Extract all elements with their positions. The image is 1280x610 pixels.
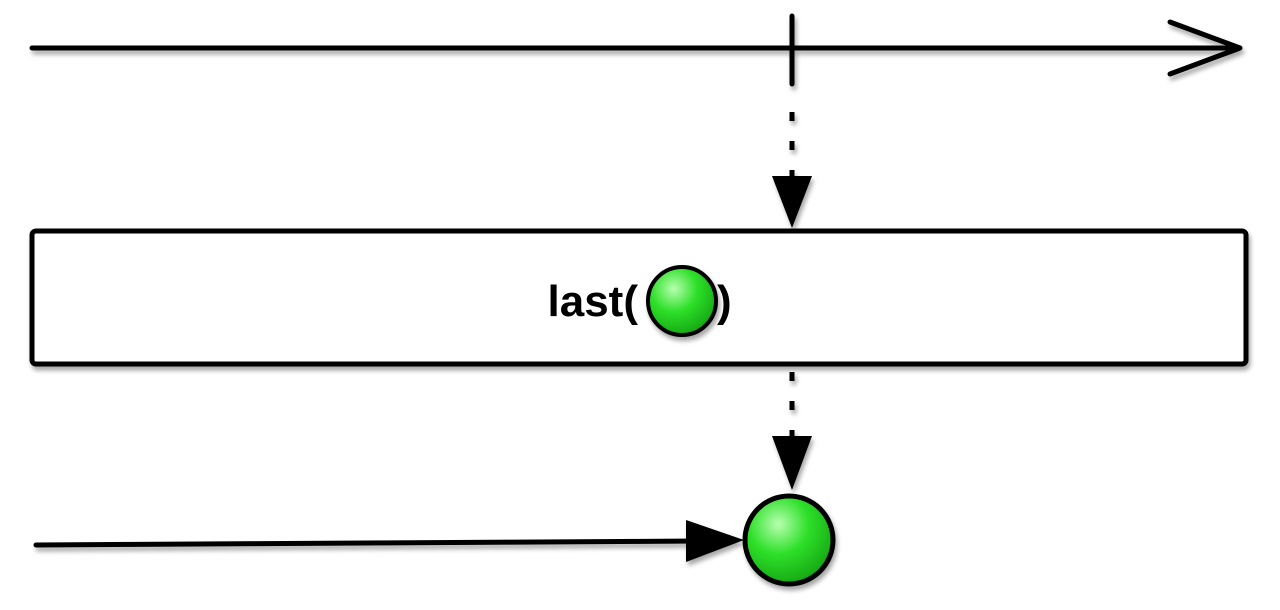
output-timeline: [33, 520, 744, 562]
connector-operator-to-output: [772, 372, 812, 490]
output-timeline-arrowhead: [686, 520, 744, 562]
operator-box: [29, 228, 1249, 367]
output-timeline-line: [33, 538, 703, 548]
output-marble: [742, 493, 836, 587]
operator-marble-icon: [646, 265, 718, 337]
operator-label-suffix: ): [717, 277, 732, 326]
connector-input-to-operator: [772, 112, 812, 228]
connector-arrowhead: [772, 436, 812, 490]
input-timeline: [29, 13, 1243, 87]
operator-box-frame: [29, 228, 1249, 367]
operator-label-prefix: last(: [548, 277, 639, 326]
operator-label: last( ): [548, 265, 732, 337]
input-timeline-arrowhead: [1167, 19, 1243, 77]
connector-arrowhead: [772, 176, 812, 228]
